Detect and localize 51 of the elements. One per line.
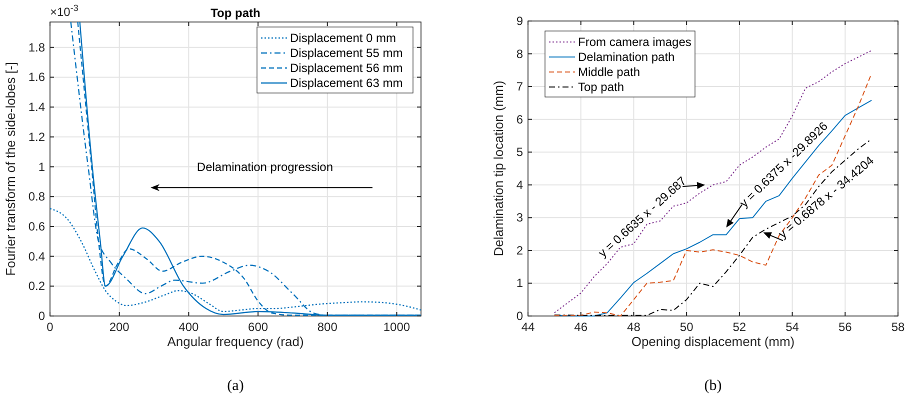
legend-label: Displacement 63 mm bbox=[290, 76, 403, 90]
y-tick-label: 0 bbox=[516, 309, 524, 323]
x-tick-label: 600 bbox=[248, 320, 268, 334]
y-tick-label: 8 bbox=[516, 46, 524, 61]
x-tick-label: 1000 bbox=[383, 320, 410, 334]
x-tick-label: 54 bbox=[786, 320, 800, 334]
x-tick-label: 56 bbox=[838, 320, 852, 334]
text: (b) bbox=[704, 378, 722, 394]
y-tick-label: 0.2 bbox=[28, 279, 46, 294]
text: ×10$^{-3}$ bbox=[50, 3, 78, 19]
y-tick-label: 0.4 bbox=[28, 249, 46, 264]
y-tick-label: 4 bbox=[516, 178, 524, 192]
legend-label: Displacement 0 mm bbox=[290, 31, 396, 45]
y-tick-label: 2 bbox=[516, 243, 524, 258]
y-tick-label: 9 bbox=[516, 14, 524, 28]
y-tick-label: 0 bbox=[38, 309, 46, 323]
x-tick-label: 52 bbox=[732, 320, 746, 334]
y-tick-label: 3 bbox=[516, 210, 524, 225]
y-tick-label: 1.6 bbox=[28, 70, 46, 84]
annotation: Delamination progression bbox=[196, 160, 334, 174]
chart-title: Top path bbox=[210, 6, 260, 20]
y-tick-label: 1.2 bbox=[28, 130, 46, 144]
y-tick-label: 1.4 bbox=[28, 100, 46, 114]
x-tick-label: 48 bbox=[627, 320, 641, 334]
y-tick-label: 0.8 bbox=[28, 190, 46, 204]
y-axis-title: Fourier transform of the side-lobes [-] bbox=[3, 62, 18, 276]
x-tick-label: 0 bbox=[46, 320, 54, 334]
x-tick-label: 400 bbox=[178, 320, 200, 334]
legend-label: Displacement 56 mm bbox=[290, 61, 403, 75]
y-tick-label: 7 bbox=[516, 80, 524, 94]
y-tick-label: 1.8 bbox=[28, 40, 46, 54]
y-tick-label: 0.6 bbox=[28, 219, 46, 234]
x-tick-label: 200 bbox=[109, 320, 130, 334]
legend-label: From camera images bbox=[578, 35, 692, 49]
y-tick-label: 1 bbox=[38, 160, 46, 174]
y-tick-label: 1 bbox=[516, 276, 524, 290]
x-axis-title: Opening displacement (mm) bbox=[631, 334, 795, 349]
x-axis-title: Angular frequency (rad) bbox=[167, 334, 304, 349]
x-tick-label: 800 bbox=[317, 320, 338, 334]
legend-label: Middle path bbox=[578, 65, 640, 79]
legend-label: Displacement 55 mm bbox=[290, 46, 403, 60]
legend-label: Top path bbox=[578, 80, 624, 94]
y-tick-label: 5 bbox=[516, 145, 524, 160]
x-tick-label: 46 bbox=[574, 320, 588, 334]
y-axis-title: Delamination tip location (mm) bbox=[491, 80, 506, 256]
y-tick-label: 6 bbox=[516, 112, 524, 126]
x-tick-label: 44 bbox=[521, 320, 535, 334]
legend-label: Delamination path bbox=[578, 50, 675, 64]
text: (a) bbox=[227, 378, 244, 394]
x-tick-label: 58 bbox=[891, 320, 905, 334]
x-tick-label: 50 bbox=[680, 320, 694, 334]
